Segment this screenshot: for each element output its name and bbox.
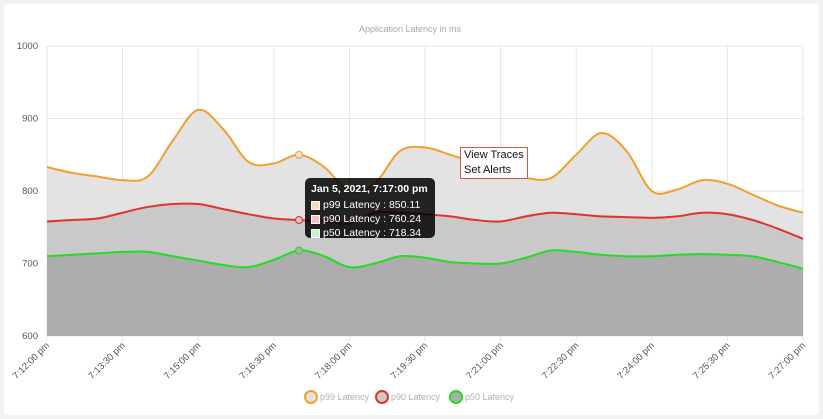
- legend-swatch-1: [375, 390, 389, 404]
- set-alerts-menu-item[interactable]: Set Alerts: [464, 164, 512, 176]
- tooltip-row-p50: p50 Latency : 718.34: [311, 226, 429, 240]
- x-tick-label-10: 7:27:00 pm: [767, 340, 808, 381]
- x-tick-label-7: 7:22:30 pm: [540, 340, 581, 381]
- x-tick-label-1: 7:13:30 pm: [86, 340, 127, 381]
- tooltip-row-p90: p90 Latency : 760.24: [311, 212, 429, 226]
- chart-tooltip: Jan 5, 2021, 7:17:00 pm p99 Latency : 85…: [305, 178, 435, 240]
- legend-label-0: p99 Latency: [320, 392, 370, 402]
- tooltip-text-p99: p99 Latency : 850.11: [323, 199, 421, 211]
- hover-markers: [295, 150, 303, 255]
- legend-item-2[interactable]: p50 Latency: [449, 390, 515, 404]
- legend-label-2: p50 Latency: [465, 392, 515, 402]
- x-axis-ticks: 7:12:00 pm 7:13:30 pm 7:15:00 pm 7:16:30 pm…: [11, 340, 808, 381]
- y-tick-label-1: 700: [22, 259, 38, 270]
- tooltip-text-p90: p90 Latency : 760.24: [323, 213, 422, 225]
- context-menu: View Traces Set Alerts: [460, 147, 528, 179]
- tooltip-row-p99: p99 Latency : 850.11: [311, 198, 429, 212]
- legend: p99 Latency p90 Latency p50 Latency: [304, 390, 515, 404]
- series-line-2: [46, 249, 804, 270]
- x-tick-label-8: 7:24:00 pm: [616, 340, 657, 381]
- hover-point-2: [295, 246, 303, 255]
- chart-title: Application Latency in ms: [359, 24, 462, 34]
- y-tick-label-3: 900: [22, 114, 38, 125]
- series-line-0: [46, 108, 804, 214]
- y-axis-ticks: 600 700 800 900 1000: [17, 41, 38, 342]
- x-tick-label-9: 7:25:30 pm: [691, 340, 732, 381]
- series-area-2: [47, 250, 803, 336]
- tooltip-swatch-p50: [311, 228, 320, 238]
- x-tick-label-6: 7:21:00 pm: [464, 340, 505, 381]
- legend-swatch-2: [449, 390, 463, 404]
- tooltip-swatch-p90: [311, 214, 320, 224]
- x-tick-label-4: 7:18:00 pm: [313, 340, 354, 381]
- legend-item-0[interactable]: p99 Latency: [304, 390, 370, 404]
- legend-item-1[interactable]: p90 Latency: [375, 390, 441, 404]
- x-tick-label-3: 7:16:30 pm: [238, 340, 279, 381]
- y-tick-label-2: 800: [22, 186, 38, 197]
- legend-swatch-0: [304, 390, 318, 404]
- y-tick-label-0: 600: [22, 331, 38, 342]
- view-traces-menu-item[interactable]: View Traces: [464, 149, 524, 161]
- x-tick-label-5: 7:19:30 pm: [389, 340, 430, 381]
- legend-label-1: p90 Latency: [391, 392, 441, 402]
- tooltip-title: Jan 5, 2021, 7:17:00 pm: [311, 183, 428, 195]
- y-tick-label-4: 1000: [17, 41, 38, 52]
- hover-point-1: [295, 216, 303, 224]
- tooltip-text-p50: p50 Latency : 718.34: [323, 227, 422, 239]
- x-tick-label-0: 7:12:00 pm: [11, 340, 52, 381]
- tooltip-swatch-p99: [311, 200, 320, 210]
- x-tick-label-2: 7:15:00 pm: [162, 340, 203, 381]
- hover-point-0: [295, 150, 303, 159]
